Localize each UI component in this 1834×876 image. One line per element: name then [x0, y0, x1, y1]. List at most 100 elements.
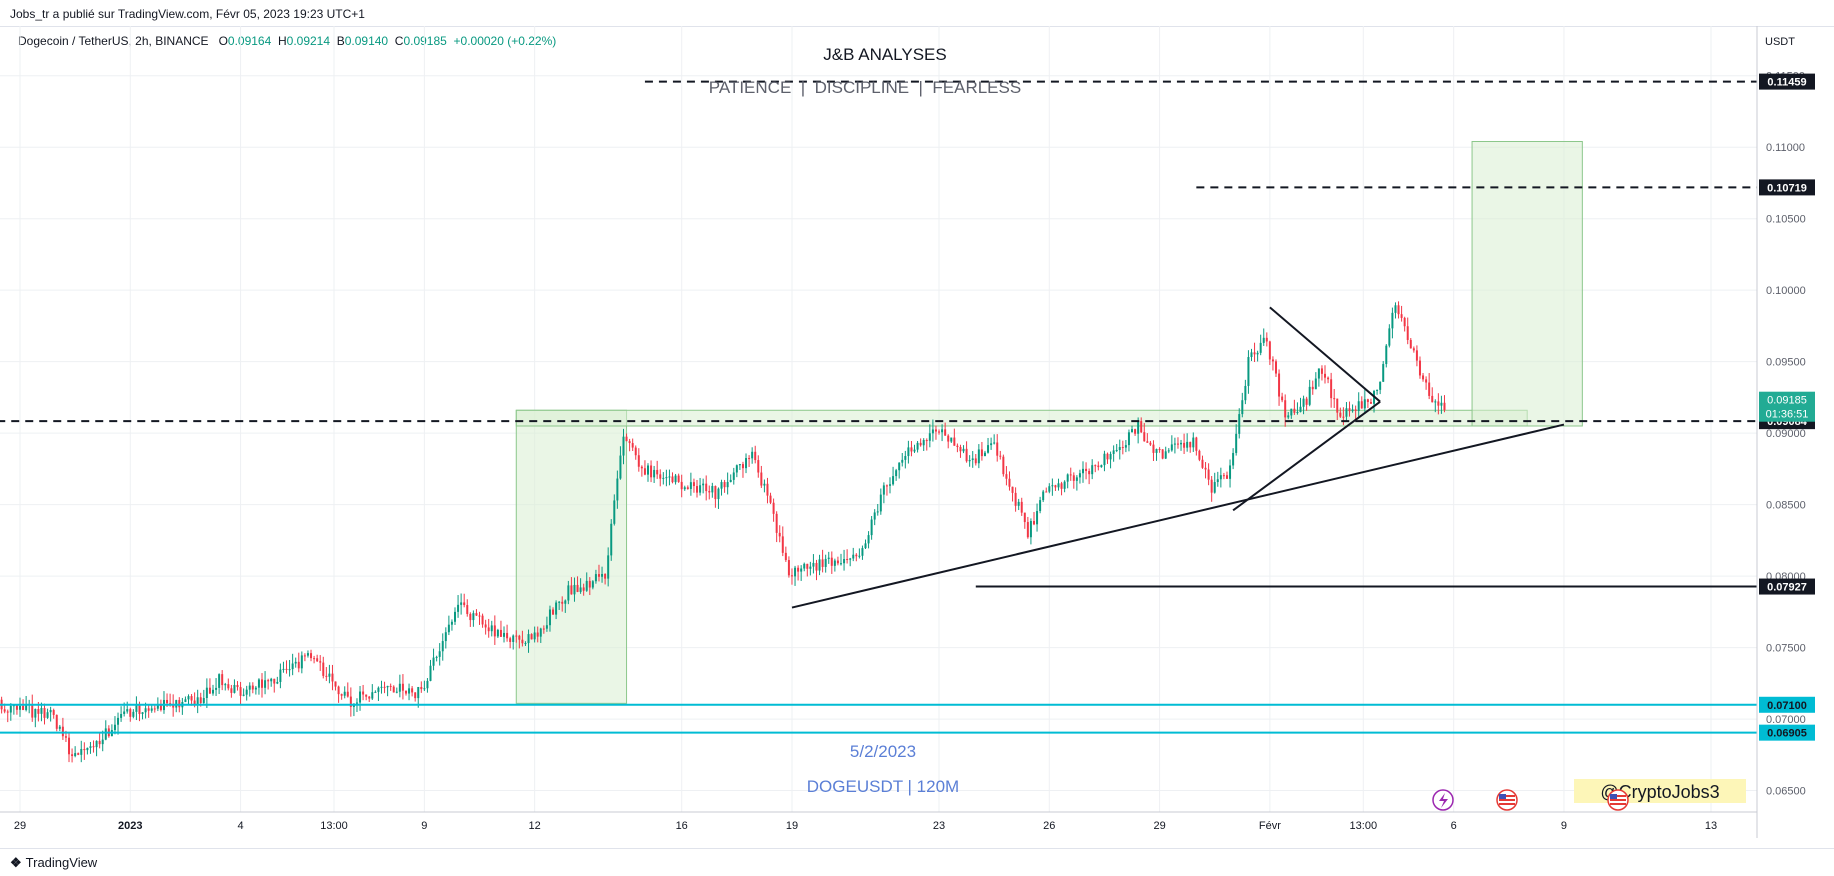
- x-tick-label: 29: [14, 820, 26, 832]
- candle-body: [15, 705, 18, 710]
- candle-body: [279, 669, 282, 682]
- candle-body: [264, 680, 267, 688]
- candle-body: [1379, 381, 1382, 390]
- y-tick-label: 0.06500: [1766, 786, 1806, 798]
- candle-body: [512, 635, 515, 642]
- candle-body: [904, 456, 907, 460]
- candle-body: [1366, 399, 1369, 403]
- us-flag-icon[interactable]: [1607, 789, 1629, 811]
- candle-body: [98, 740, 101, 745]
- candle-body: [340, 694, 343, 696]
- candle-body: [1183, 442, 1186, 448]
- price-badges: 0.114590.107190.090840.079270.071000.069…: [1759, 73, 1815, 741]
- candle-body: [80, 748, 83, 755]
- candle-body: [1213, 482, 1216, 493]
- candle-body: [273, 678, 276, 684]
- price-zone[interactable]: [515, 409, 1528, 427]
- candle-body: [19, 705, 21, 710]
- candle-body: [215, 687, 218, 690]
- candle-body: [1437, 401, 1440, 406]
- x-tick-label: 13:00: [320, 820, 348, 832]
- candle-body: [159, 705, 162, 711]
- candle-body: [156, 705, 159, 709]
- candle-body: [772, 502, 775, 514]
- bar-countdown: 01:36:51: [1766, 409, 1809, 421]
- candle-body: [934, 429, 937, 432]
- candle-body: [447, 624, 450, 633]
- candle-body: [1428, 382, 1431, 396]
- candle-body: [1198, 450, 1201, 460]
- candle-body: [812, 562, 815, 567]
- candle-body: [1026, 522, 1029, 538]
- drawing-layer[interactable]: [0, 80, 1757, 734]
- candle-body: [720, 482, 723, 489]
- candlestick-series[interactable]: [0, 301, 1446, 763]
- candle-body: [328, 673, 331, 677]
- candle-body: [751, 451, 754, 459]
- candle-body: [889, 484, 892, 486]
- symbol-name[interactable]: Dogecoin / TetherUS, 2h, BINANCE: [18, 34, 209, 48]
- candle-body: [858, 555, 861, 557]
- candle-body: [1305, 398, 1308, 405]
- candle-body: [1302, 398, 1305, 407]
- candle-body: [481, 615, 484, 625]
- candle-body: [499, 629, 502, 637]
- support-price-badge: 0.07100: [1767, 700, 1807, 712]
- price-zone[interactable]: [1471, 141, 1583, 427]
- candle-body: [1192, 437, 1195, 448]
- candle-body: [282, 668, 285, 670]
- trend-line[interactable]: [1232, 400, 1381, 512]
- candle-body: [705, 483, 708, 492]
- candle-body: [938, 431, 941, 433]
- candle-body: [1238, 414, 1241, 434]
- tradingview-brand[interactable]: ❖ TradingView: [10, 855, 97, 871]
- candle-body: [861, 548, 864, 556]
- chart-title: J&B ANALYSES: [823, 45, 946, 64]
- candle-body: [907, 447, 910, 457]
- candle-body: [898, 462, 901, 471]
- candle-body: [692, 482, 695, 487]
- candle-body: [1075, 477, 1078, 481]
- candle-body: [1287, 415, 1290, 418]
- candle-body: [1406, 326, 1409, 340]
- candle-body: [839, 563, 842, 565]
- candle-body: [233, 685, 236, 693]
- x-tick-label: Févr: [1259, 820, 1281, 832]
- candle-body: [104, 728, 107, 740]
- candle-body: [1189, 441, 1192, 448]
- candle-body: [659, 474, 662, 479]
- candle-body: [849, 558, 852, 560]
- candle-body: [1054, 485, 1057, 488]
- candle-body: [463, 602, 466, 606]
- candle-body: [1415, 350, 1418, 361]
- event-markers[interactable]: [1432, 789, 1629, 811]
- candle-body: [610, 523, 613, 556]
- change-value: +0.00020 (+0.22%): [453, 34, 557, 48]
- open-label: O: [218, 34, 228, 48]
- candle-body: [1403, 317, 1406, 327]
- candle-body: [1085, 468, 1088, 471]
- trend-line[interactable]: [1269, 306, 1381, 403]
- price-chart[interactable]: J&B ANALYSES PATIENCE | DISCIPLINE | FEA…: [0, 0, 1834, 848]
- candle-body: [389, 685, 392, 687]
- lightning-icon[interactable]: [1432, 789, 1454, 811]
- candle-body: [524, 643, 527, 645]
- open-value: 0.09164: [227, 34, 272, 48]
- candle-body: [169, 703, 172, 705]
- candle-body: [561, 601, 564, 604]
- us-flag-icon[interactable]: [1496, 789, 1518, 811]
- x-tick-label: 26: [1043, 820, 1055, 832]
- candle-body: [199, 697, 202, 703]
- candle-body: [741, 464, 744, 469]
- candle-body: [1281, 396, 1284, 401]
- candle-body: [947, 435, 950, 442]
- candle-body: [873, 512, 876, 520]
- candle-body: [120, 713, 123, 718]
- trend-line[interactable]: [791, 423, 1565, 609]
- price-zone[interactable]: [515, 409, 628, 704]
- candle-body: [1348, 408, 1351, 412]
- candle-body: [1149, 442, 1152, 445]
- candle-body: [487, 627, 490, 632]
- candle-body: [1161, 449, 1164, 459]
- high-value: 0.09214: [286, 34, 331, 48]
